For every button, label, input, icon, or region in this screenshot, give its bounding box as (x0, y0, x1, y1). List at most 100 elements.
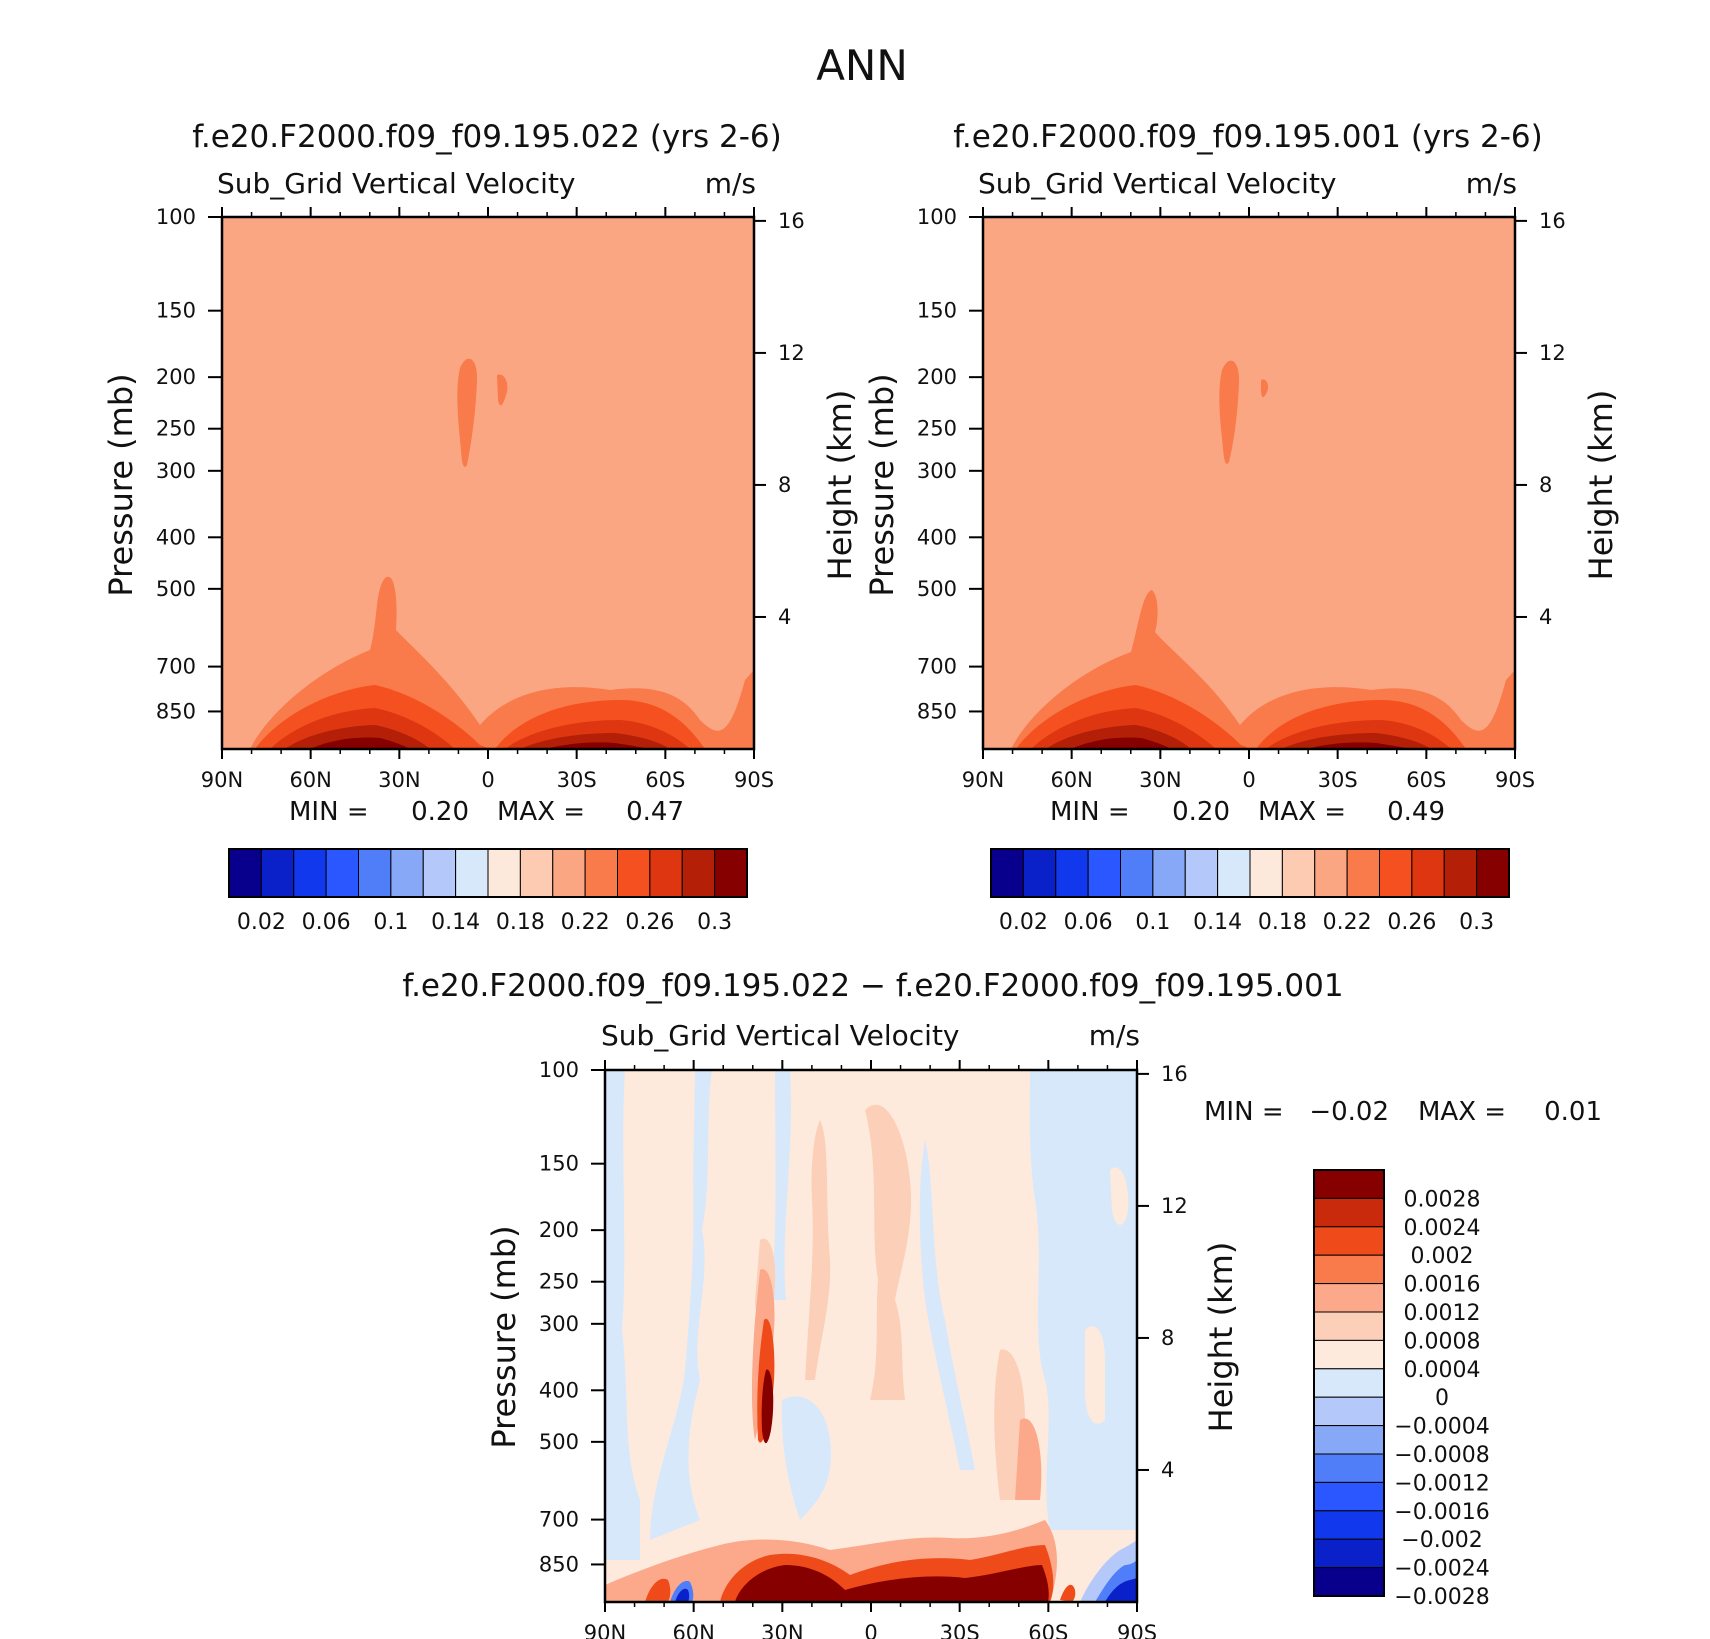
y2-tick-label: 8 (1161, 1326, 1174, 1350)
y2-tick-label: 4 (1539, 605, 1552, 629)
y-tick-label: 250 (539, 1270, 579, 1294)
colorbar-swatch (358, 848, 392, 898)
panel-3-y2label: Height (km) (1202, 1242, 1240, 1433)
panel-3-units: m/s (1089, 1019, 1140, 1052)
panel-3-min-value: −0.02 (1309, 1097, 1389, 1127)
y-tick-label: 500 (539, 1430, 579, 1454)
panel-2-y2label: Height (km) (1582, 390, 1620, 581)
y-tick-label: 500 (917, 577, 957, 601)
panel-1-min-value: 0.20 (411, 797, 469, 827)
colorbar-tick-label: 0.0024 (1404, 1216, 1481, 1241)
panel-1-contours (222, 217, 754, 749)
colorbar-swatch (1313, 1396, 1385, 1427)
colorbar-swatch (1087, 848, 1121, 898)
panel-2-colorbar: 0.02 0.06 0.1 0.14 0.18 0.22 0.26 0.3 (990, 848, 1510, 935)
colorbar-swatch (1313, 1339, 1385, 1370)
colorbar-tick-label: 0.3 (697, 910, 732, 935)
colorbar-tick-label: 0.18 (1258, 910, 1307, 935)
colorbar-swatch (714, 848, 748, 898)
colorbar-tick-label: 0.06 (302, 910, 351, 935)
colorbar-swatch (1313, 1538, 1385, 1569)
x-tick-label: 30N (761, 1621, 803, 1639)
x-tick-label: 60N (289, 768, 331, 792)
colorbar-tick-label: −0.002 (1401, 1528, 1482, 1553)
panel-3-contours (605, 1070, 1137, 1602)
colorbar-tick-label: 0.02 (999, 910, 1048, 935)
y-tick-label: 200 (156, 365, 196, 389)
colorbar-tick-label: −0.0004 (1394, 1415, 1489, 1440)
colorbar-frame (990, 848, 1510, 898)
colorbar-tick-label: −0.0012 (1394, 1471, 1489, 1496)
colorbar-tick-label: 0.14 (431, 910, 480, 935)
panel-3: f.e20.F2000.f09_f09.195.022 − f.e20.F200… (402, 968, 1602, 1639)
panel-2-min-label: MIN = (1050, 797, 1130, 827)
colorbar-tick-label: −0.0008 (1394, 1443, 1489, 1468)
y-tick-label: 500 (156, 577, 196, 601)
y-tick-label: 150 (539, 1152, 579, 1176)
panel-2: f.e20.F2000.f09_f09.195.001 (yrs 2-6) Su… (863, 119, 1620, 935)
colorbar-swatch (1313, 1197, 1385, 1228)
colorbar-tick-label: 0.26 (1387, 910, 1436, 935)
colorbar-tick-label: 0.1 (373, 910, 408, 935)
colorbar-swatch (1313, 1311, 1385, 1341)
colorbar-swatch (1217, 848, 1251, 898)
y2-tick-label: 4 (1161, 1458, 1174, 1482)
colorbar-swatch (390, 848, 424, 898)
x-tick-label: 60S (645, 768, 685, 792)
colorbar-swatch (1313, 1481, 1385, 1512)
colorbar-swatch (1152, 848, 1186, 898)
colorbar-swatch (422, 848, 457, 898)
colorbar-swatch (325, 848, 359, 898)
panel-1-case-title: f.e20.F2000.f09_f09.195.022 (yrs 2-6) (192, 119, 782, 155)
x-tick-label: 90S (1117, 1621, 1157, 1639)
y2-tick-label: 12 (778, 341, 805, 365)
panel-1-y2label: Height (km) (821, 390, 859, 581)
colorbar-frame (1313, 1169, 1385, 1597)
y-tick-label: 700 (917, 655, 957, 679)
y2-tick-label: 16 (778, 209, 805, 233)
panel-2-min-value: 0.20 (1172, 797, 1230, 827)
colorbar-tick-label: 0.0012 (1404, 1301, 1481, 1326)
colorbar-frame (228, 848, 748, 898)
y-tick-label: 300 (917, 459, 957, 483)
colorbar-swatch (1313, 1169, 1385, 1199)
colorbar-tick-label: 0.06 (1064, 910, 1113, 935)
colorbar-swatch (1249, 848, 1283, 898)
y-tick-label: 700 (539, 1508, 579, 1532)
y2-tick-label: 16 (1161, 1062, 1188, 1086)
y-tick-label: 250 (917, 417, 957, 441)
colorbar-swatch (1055, 848, 1089, 898)
x-tick-label: 30S (1318, 768, 1358, 792)
panel-3-min-label: MIN = (1204, 1097, 1284, 1127)
x-tick-label: 90N (962, 768, 1004, 792)
panel-1-min-label: MIN = (289, 797, 369, 827)
colorbar-swatch (1379, 848, 1413, 898)
panel-1-units: m/s (705, 167, 756, 200)
colorbar-tick-label: −0.0028 (1394, 1585, 1489, 1610)
colorbar-swatch (228, 848, 262, 898)
y-tick-label: 150 (156, 299, 196, 323)
y-tick-label: 850 (917, 699, 957, 723)
colorbar-swatch (1313, 1368, 1385, 1398)
colorbar-swatch (1120, 848, 1154, 898)
colorbar-tick-label: 0.22 (561, 910, 610, 935)
colorbar-tick-label: 0.26 (625, 910, 674, 935)
colorbar-swatch (519, 848, 554, 898)
colorbar-swatch (1346, 848, 1380, 898)
panel-1-max-value: 0.47 (626, 797, 684, 827)
colorbar-tick-label: 0.22 (1323, 910, 1372, 935)
x-tick-label: 60N (672, 1621, 714, 1639)
colorbar-swatch (1313, 1567, 1385, 1597)
x-tick-label: 0 (481, 768, 494, 792)
colorbar-tick-label: 0 (1435, 1386, 1449, 1411)
panel-3-max-label: MAX = (1418, 1097, 1506, 1127)
colorbar-swatch (293, 848, 327, 898)
x-tick-label: 30N (378, 768, 420, 792)
x-tick-label: 30N (1139, 768, 1181, 792)
colorbar-swatch (1313, 1283, 1385, 1313)
colorbar-tick-label: 0.0008 (1404, 1329, 1481, 1354)
colorbar-swatch (260, 848, 295, 898)
figure-title: ANN (816, 41, 908, 90)
colorbar-swatch (1313, 1510, 1385, 1540)
